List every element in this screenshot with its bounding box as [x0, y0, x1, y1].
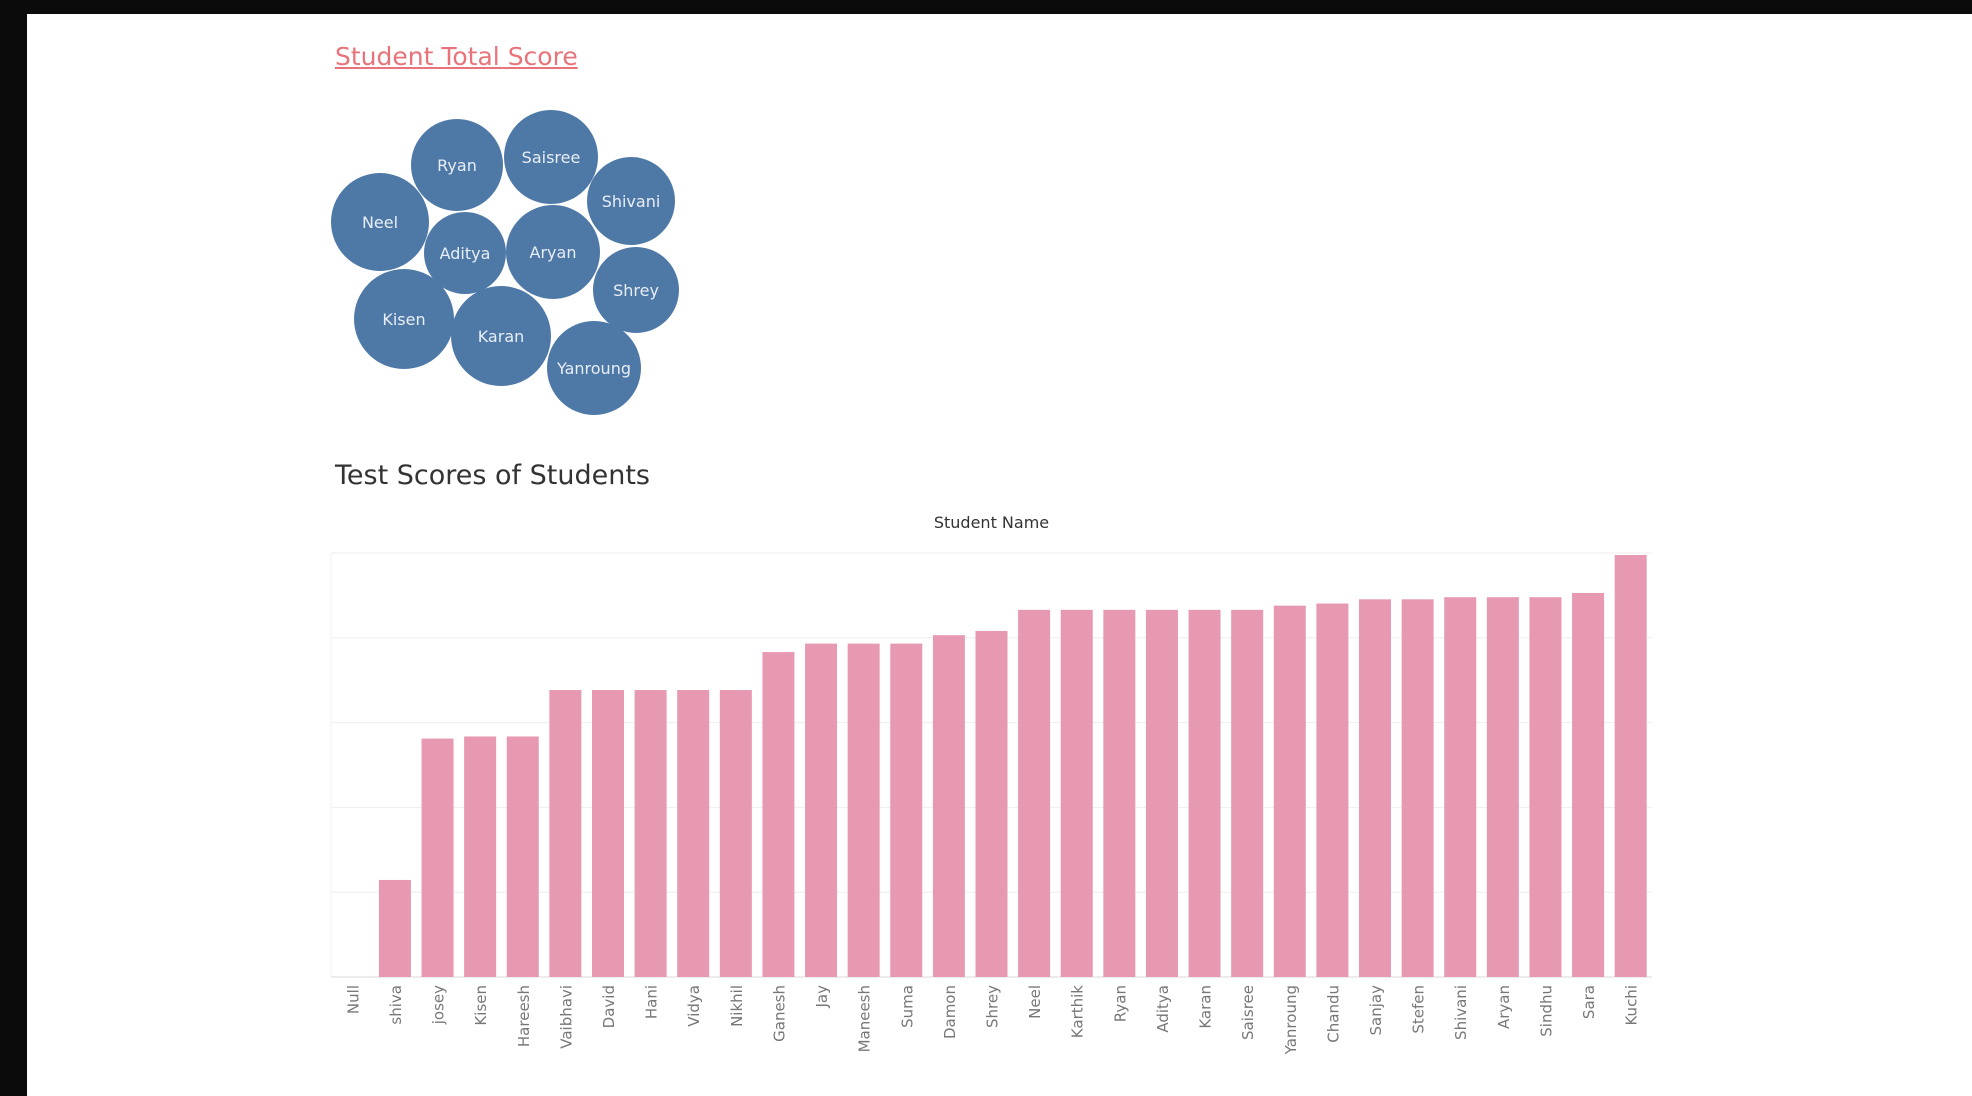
x-tick-label: Hani — [643, 985, 661, 1019]
bubble-shivani[interactable]: Shivani — [587, 157, 675, 245]
bubble-label: Ryan — [437, 156, 477, 175]
bar-shiva[interactable] — [378, 879, 411, 977]
x-tick-label: Maneesh — [856, 985, 874, 1052]
bubble-chart-title[interactable]: Student Total Score — [335, 42, 578, 71]
bar-damon[interactable] — [932, 635, 965, 977]
bubble-circle[interactable] — [411, 119, 503, 211]
bar-vaibhavi[interactable] — [549, 690, 582, 977]
x-tick-label: Vidya — [685, 985, 703, 1027]
bubble-label: Aryan — [530, 243, 577, 262]
bubble-shrey[interactable]: Shrey — [593, 247, 679, 333]
x-tick-label: Shivani — [1452, 985, 1470, 1040]
bar-nikhil[interactable] — [719, 690, 752, 977]
x-tick-label: Null — [344, 985, 362, 1014]
bubble-circle[interactable] — [506, 205, 600, 299]
bar-kisen[interactable] — [464, 736, 497, 977]
bar-aditya[interactable] — [1145, 609, 1178, 977]
bubble-circle[interactable] — [587, 157, 675, 245]
bar-shivani[interactable] — [1444, 597, 1477, 977]
bubble-circle[interactable] — [547, 321, 641, 415]
bar-sindhu[interactable] — [1529, 597, 1562, 977]
x-tick-label: Aryan — [1495, 985, 1513, 1029]
bubble-label: Aditya — [440, 244, 491, 263]
x-tick-label: Aditya — [1154, 985, 1172, 1033]
bar-hani[interactable] — [634, 690, 667, 977]
bar-kuchi[interactable] — [1614, 555, 1647, 977]
x-tick-label: Sara — [1580, 985, 1598, 1019]
bar-neel[interactable] — [1018, 609, 1051, 977]
bubble-ryan[interactable]: Ryan — [411, 119, 503, 211]
bar-chart-title: Test Scores of Students — [335, 460, 650, 491]
bubble-circle[interactable] — [593, 247, 679, 333]
bar-shrey[interactable] — [975, 630, 1008, 977]
bubble-neel[interactable]: Neel — [331, 173, 429, 271]
x-tick-label: David — [600, 985, 618, 1028]
bubble-circle[interactable] — [354, 269, 454, 369]
bar-aryan[interactable] — [1486, 597, 1519, 977]
bar-saisree[interactable] — [1231, 609, 1264, 977]
bar-vidya[interactable] — [677, 690, 710, 977]
x-tick-label: Kisen — [472, 985, 490, 1026]
bubble-circle[interactable] — [504, 110, 598, 204]
bubble-label: Kisen — [382, 310, 425, 329]
x-tick-label: Saisree — [1239, 985, 1257, 1040]
bar-ryan[interactable] — [1103, 609, 1136, 977]
bubble-label: Neel — [362, 213, 398, 232]
bubble-aditya[interactable]: Aditya — [424, 212, 506, 294]
x-tick-label: Hareesh — [515, 985, 533, 1047]
bubble-circle[interactable] — [451, 286, 551, 386]
x-tick-label: Nikhil — [728, 985, 746, 1027]
x-tick-label: Karthik — [1069, 985, 1087, 1038]
x-tick-label: Ganesh — [770, 985, 788, 1042]
bar-david[interactable] — [591, 690, 624, 977]
bar-maneesh[interactable] — [847, 643, 880, 977]
x-tick-label: Jay — [813, 985, 831, 1009]
bubble-circle[interactable] — [331, 173, 429, 271]
x-tick-label: Stefen — [1410, 985, 1428, 1034]
bar-karan[interactable] — [1188, 609, 1221, 977]
x-tick-label: shiva — [387, 985, 405, 1025]
bar-karthik[interactable] — [1060, 609, 1093, 977]
x-tick-label: Damon — [941, 985, 959, 1039]
bubble-aryan[interactable]: Aryan — [506, 205, 600, 299]
bar-jay[interactable] — [805, 643, 838, 977]
x-tick-label: Ryan — [1111, 985, 1129, 1022]
bubble-label: Shrey — [613, 281, 659, 300]
bar-stefen[interactable] — [1401, 599, 1434, 977]
x-tick-label: Vaibhavi — [557, 985, 575, 1049]
x-tick-label: Sindhu — [1537, 985, 1555, 1037]
x-tick-label: josey — [430, 985, 448, 1025]
bar-chandu[interactable] — [1316, 603, 1349, 977]
bar-suma[interactable] — [890, 643, 923, 977]
bubble-label: Shivani — [602, 192, 661, 211]
bubble-saisree[interactable]: Saisree — [504, 110, 598, 204]
x-axis-title: Student Name — [934, 513, 1049, 532]
bar-josey[interactable] — [421, 738, 454, 977]
bar-hareesh[interactable] — [506, 736, 539, 977]
x-tick-label: Neel — [1026, 985, 1044, 1019]
bar-ganesh[interactable] — [762, 652, 795, 977]
x-tick-label: Kuchi — [1623, 985, 1641, 1026]
x-tick-label: Yanroung — [1282, 985, 1300, 1055]
bubble-label: Saisree — [522, 148, 581, 167]
bubble-circle[interactable] — [424, 212, 506, 294]
bubble-label: Karan — [478, 327, 525, 346]
x-tick-label: Karan — [1197, 985, 1215, 1029]
x-tick-label: Chandu — [1324, 985, 1342, 1043]
bubble-kisen[interactable]: Kisen — [354, 269, 454, 369]
bar-yanroung[interactable] — [1273, 605, 1306, 977]
bubble-yanroung[interactable]: Yanroung — [547, 321, 641, 415]
bubble-label: Yanroung — [556, 359, 631, 378]
x-tick-label: Suma — [898, 985, 916, 1028]
x-tick-label: Shrey — [984, 985, 1002, 1028]
bar-sara[interactable] — [1572, 592, 1605, 977]
bubble-karan[interactable]: Karan — [451, 286, 551, 386]
bar-sanjay[interactable] — [1359, 599, 1392, 977]
x-tick-label: Sanjay — [1367, 985, 1385, 1036]
